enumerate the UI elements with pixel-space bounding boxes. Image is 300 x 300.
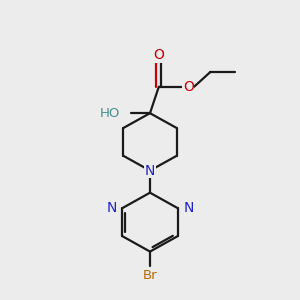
Text: N: N bbox=[145, 164, 155, 178]
Text: O: O bbox=[153, 48, 164, 62]
Text: HO: HO bbox=[100, 107, 121, 120]
Text: O: O bbox=[183, 80, 194, 94]
Text: N: N bbox=[183, 201, 194, 215]
Text: N: N bbox=[106, 201, 117, 215]
Text: Br: Br bbox=[143, 268, 157, 282]
